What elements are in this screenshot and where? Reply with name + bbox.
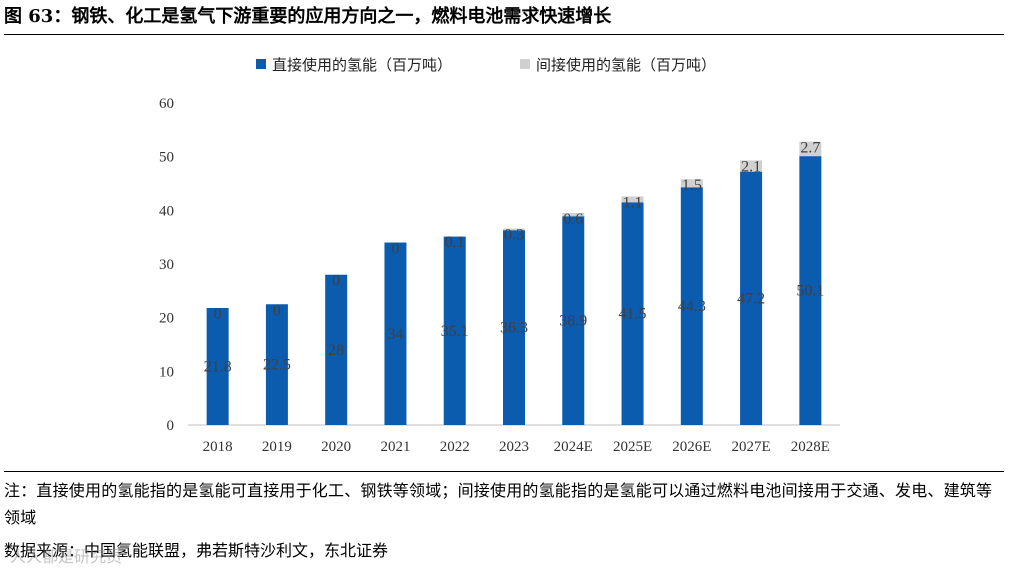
- x-tick-label: 2018: [203, 439, 233, 455]
- bar-indirect: [443, 236, 466, 237]
- legend-label-indirect: 间接使用的氢能（百万吨）: [536, 55, 717, 74]
- data-label-direct: 22.5: [263, 357, 291, 374]
- y-tick-label: 30: [159, 257, 174, 273]
- x-tick-label: 2027E: [732, 439, 771, 455]
- legend-swatch-indirect: [520, 59, 530, 69]
- data-label-indirect: 2.7: [800, 140, 820, 157]
- bar-direct: [799, 156, 822, 425]
- data-label-direct: 21.8: [204, 359, 232, 376]
- data-source: 数据来源：中国氢能联盟，弗若斯特沙利文，东北证券: [4, 541, 389, 560]
- watermark: 人人都是研究员: [10, 547, 123, 566]
- x-tick-label: 2023: [499, 439, 529, 455]
- data-label-indirect: 2.1: [741, 158, 761, 175]
- data-label-indirect: 0.6: [563, 211, 583, 228]
- bars: [206, 141, 822, 425]
- bar-direct: [621, 202, 644, 425]
- data-label-direct: 36.3: [500, 320, 528, 337]
- bar-indirect: [621, 196, 644, 203]
- bar-direct: [206, 308, 229, 425]
- chart-note: 注：直接使用的氢能指的是氢能可直接用于化工、钢铁等领域；间接使用的氢能指的是氢能…: [4, 481, 993, 527]
- note-rule: [4, 471, 1004, 472]
- data-label-indirect: 0: [273, 302, 281, 319]
- data-label-indirect: 1.5: [682, 177, 702, 194]
- data-labels: 21.8 0 22.5 0 28 0 34 0 35.1 0.1 36.3 0.3 38.9 0.6 41.…: [204, 140, 825, 376]
- bar-indirect: [562, 213, 585, 217]
- bar-direct: [562, 216, 585, 425]
- title-rule: [4, 34, 1004, 35]
- data-label-direct: 44.3: [678, 298, 706, 315]
- data-label-direct: 38.9: [559, 313, 587, 330]
- legend-swatch-direct: [256, 59, 266, 69]
- data-label-direct: 47.2: [737, 290, 765, 307]
- x-axis: 2018 2019 2020 2021 2022 2023 2024E 2025E 2026E 2…: [188, 424, 840, 455]
- bar-direct: [503, 230, 525, 425]
- x-tick-label: 2019: [262, 439, 292, 455]
- bar-indirect: [799, 141, 822, 157]
- x-tick-label: 2021: [380, 439, 410, 455]
- x-tick-label: 2025E: [613, 439, 652, 455]
- data-label-indirect: 0: [332, 273, 340, 290]
- bar-direct: [384, 242, 407, 425]
- x-tick-label: 2026E: [672, 439, 711, 455]
- data-label-direct: 50.1: [796, 283, 824, 300]
- bar-indirect: [680, 179, 703, 188]
- y-tick-label: 50: [159, 150, 174, 166]
- bar-indirect: [503, 228, 525, 231]
- data-label-indirect: 0.1: [445, 234, 465, 251]
- bar-direct: [740, 171, 763, 425]
- x-tick-label: 2022: [440, 439, 470, 455]
- bar-direct: [443, 236, 466, 425]
- y-axis: 0 10 20 30 40 50 60: [159, 96, 174, 434]
- legend-item-direct: 直接使用的氢能（百万吨）: [256, 53, 452, 75]
- bar-direct: [265, 304, 288, 425]
- data-label-indirect: 0: [391, 241, 399, 258]
- legend-label-direct: 直接使用的氢能（百万吨）: [272, 55, 453, 74]
- y-tick-label: 20: [159, 311, 174, 327]
- data-label-direct: 34: [387, 326, 403, 343]
- data-label-indirect: 1.1: [623, 194, 643, 211]
- data-label-direct: 35.1: [441, 323, 469, 340]
- data-label-direct: 28: [328, 342, 344, 359]
- data-label-direct: 41.5: [619, 306, 647, 323]
- figure-title: 图 63：钢铁、化工是氢气下游重要的应用方向之一，燃料电池需求快速增长: [4, 6, 612, 27]
- data-label-indirect: 0: [214, 306, 222, 323]
- y-tick-label: 0: [167, 418, 175, 434]
- y-tick-label: 40: [159, 203, 174, 219]
- legend-item-indirect: 间接使用的氢能（百万吨）: [520, 53, 716, 75]
- y-tick-label: 60: [159, 96, 174, 112]
- x-tick-label: 2020: [321, 439, 351, 455]
- x-tick-label: 2028E: [791, 439, 830, 455]
- x-tick-label: 2024E: [554, 439, 593, 455]
- bar-direct: [680, 187, 703, 425]
- data-label-indirect: 0.3: [504, 227, 524, 244]
- y-tick-label: 10: [159, 364, 174, 380]
- bar-indirect: [740, 160, 763, 172]
- bar-direct: [325, 274, 348, 425]
